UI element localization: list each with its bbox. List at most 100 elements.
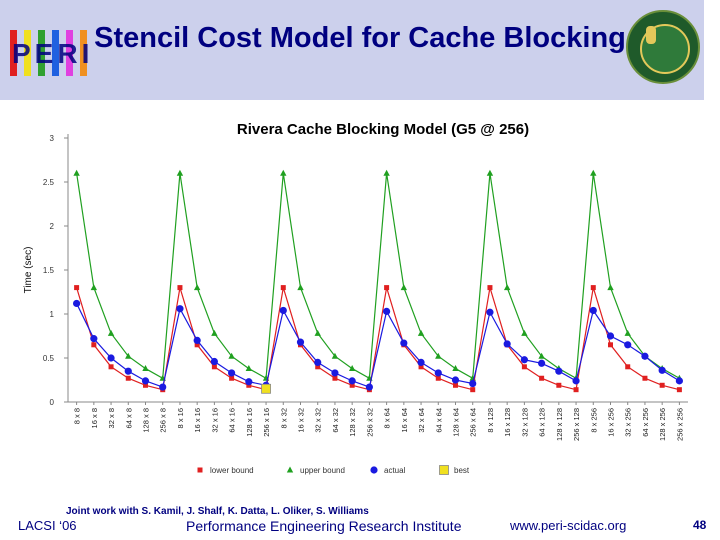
point-actual bbox=[538, 359, 546, 367]
x-tick-label: 64 x 256 bbox=[641, 408, 650, 437]
x-tick-label: 64 x 8 bbox=[124, 408, 133, 428]
legend-actual-marker bbox=[370, 466, 378, 474]
x-tick-label: 128 x 64 bbox=[452, 408, 461, 437]
point-actual bbox=[417, 358, 425, 366]
x-tick-label: 8 x 256 bbox=[589, 408, 598, 433]
point-upper-bound bbox=[193, 284, 201, 291]
point-actual bbox=[124, 367, 132, 375]
series-line-lower-bound bbox=[76, 287, 680, 391]
y-tick-label: 0 bbox=[50, 398, 55, 407]
x-tick-label: 32 x 8 bbox=[107, 408, 116, 428]
footer-url[interactable]: www.peri-scidac.org bbox=[510, 518, 627, 533]
chart-title: Rivera Cache Blocking Model (G5 @ 256) bbox=[237, 121, 529, 138]
point-upper-bound bbox=[435, 352, 442, 359]
x-tick-label: 128 x 16 bbox=[245, 408, 254, 437]
x-tick-label: 8 x 128 bbox=[486, 408, 495, 433]
point-lower-bound bbox=[573, 387, 579, 393]
slide-title: Stencil Cost Model for Cache Blocking bbox=[94, 22, 626, 54]
header-right-edge bbox=[704, 0, 720, 104]
point-upper-bound bbox=[297, 284, 304, 291]
point-actual bbox=[279, 306, 287, 315]
x-tick-label: 128 x 8 bbox=[142, 408, 151, 433]
legend-upper-bound-label: upper bound bbox=[300, 466, 345, 475]
point-actual bbox=[451, 376, 460, 384]
point-lower-bound bbox=[74, 285, 80, 291]
x-tick-label: 128 x 128 bbox=[555, 408, 564, 441]
point-lower-bound bbox=[349, 382, 355, 388]
x-tick-label: 128 x 256 bbox=[658, 408, 667, 441]
point-actual bbox=[624, 341, 632, 349]
point-actual bbox=[589, 306, 597, 315]
point-lower-bound bbox=[229, 375, 235, 381]
point-upper-bound bbox=[503, 284, 511, 291]
point-lower-bound bbox=[108, 364, 114, 370]
point-actual bbox=[606, 332, 615, 340]
legend-lower-bound-marker bbox=[197, 467, 203, 473]
point-upper-bound bbox=[486, 169, 494, 176]
point-actual bbox=[228, 369, 236, 377]
point-upper-bound bbox=[176, 169, 184, 176]
page-number: 48 bbox=[693, 518, 707, 532]
x-tick-label: 64 x 128 bbox=[538, 408, 547, 437]
point-lower-bound bbox=[487, 285, 493, 291]
point-upper-bound bbox=[590, 169, 597, 176]
x-tick-label: 64 x 32 bbox=[331, 408, 340, 433]
x-tick-label: 8 x 16 bbox=[176, 408, 185, 428]
point-upper-bound bbox=[400, 284, 408, 291]
x-tick-label: 16 x 32 bbox=[297, 408, 306, 433]
x-tick-label: 16 x 8 bbox=[90, 408, 99, 428]
credit-line: Joint work with S. Kamil, J. Shalf, K. D… bbox=[66, 506, 369, 517]
point-upper-bound bbox=[73, 169, 80, 176]
point-lower-bound bbox=[211, 364, 217, 370]
point-lower-bound bbox=[125, 375, 131, 381]
seal-inner bbox=[640, 24, 690, 74]
y-tick-label: 1.5 bbox=[43, 266, 55, 275]
x-tick-label: 32 x 256 bbox=[624, 408, 633, 437]
point-lower-bound bbox=[332, 375, 338, 381]
x-tick-label: 32 x 16 bbox=[210, 408, 219, 433]
x-tick-label: 64 x 64 bbox=[434, 408, 443, 433]
point-lower-bound bbox=[608, 342, 613, 348]
x-tick-label: 256 x 64 bbox=[469, 408, 478, 437]
x-tick-label: 32 x 32 bbox=[314, 408, 323, 433]
point-actual bbox=[141, 377, 150, 385]
point-actual bbox=[90, 335, 98, 343]
x-tick-label: 256 x 32 bbox=[365, 408, 374, 437]
y-tick-label: 2.5 bbox=[43, 178, 55, 187]
footer-conference: LACSI ‘06 bbox=[18, 518, 77, 533]
logo-bar-1 bbox=[10, 30, 17, 76]
point-upper-bound bbox=[383, 169, 390, 176]
point-actual bbox=[107, 354, 115, 362]
x-tick-label: 16 x 128 bbox=[503, 408, 512, 437]
point-lower-bound bbox=[384, 285, 390, 291]
logo-bar-2 bbox=[24, 30, 31, 76]
point-upper-bound bbox=[90, 284, 98, 291]
logo-bar-6 bbox=[80, 30, 87, 76]
slide-header bbox=[0, 0, 720, 100]
point-upper-bound bbox=[280, 169, 287, 176]
point-actual bbox=[73, 299, 81, 308]
point-upper-bound bbox=[107, 329, 115, 336]
doe-seal-icon bbox=[626, 10, 700, 84]
series-line-actual bbox=[76, 303, 680, 388]
point-upper-bound bbox=[125, 352, 132, 359]
x-tick-label: 128 x 32 bbox=[348, 408, 357, 437]
point-upper-bound bbox=[624, 329, 631, 336]
y-tick-label: 1 bbox=[50, 310, 55, 319]
point-lower-bound bbox=[625, 364, 631, 370]
point-actual bbox=[314, 358, 322, 366]
point-lower-bound bbox=[556, 382, 562, 388]
point-upper-bound bbox=[211, 329, 218, 336]
x-tick-label: 16 x 256 bbox=[607, 408, 616, 437]
x-tick-label: 256 x 128 bbox=[572, 408, 581, 441]
point-lower-bound bbox=[521, 364, 527, 370]
point-lower-bound bbox=[91, 342, 97, 348]
point-lower-bound bbox=[590, 285, 596, 291]
point-lower-bound bbox=[143, 382, 148, 388]
point-lower-bound bbox=[470, 387, 476, 393]
point-actual bbox=[159, 383, 167, 391]
logo-text: PERI bbox=[12, 38, 94, 69]
cache-blocking-chart: Rivera Cache Blocking Model (G5 @ 256) 0 0… bbox=[23, 121, 688, 475]
point-lower-bound bbox=[418, 364, 424, 370]
point-actual bbox=[486, 308, 494, 316]
